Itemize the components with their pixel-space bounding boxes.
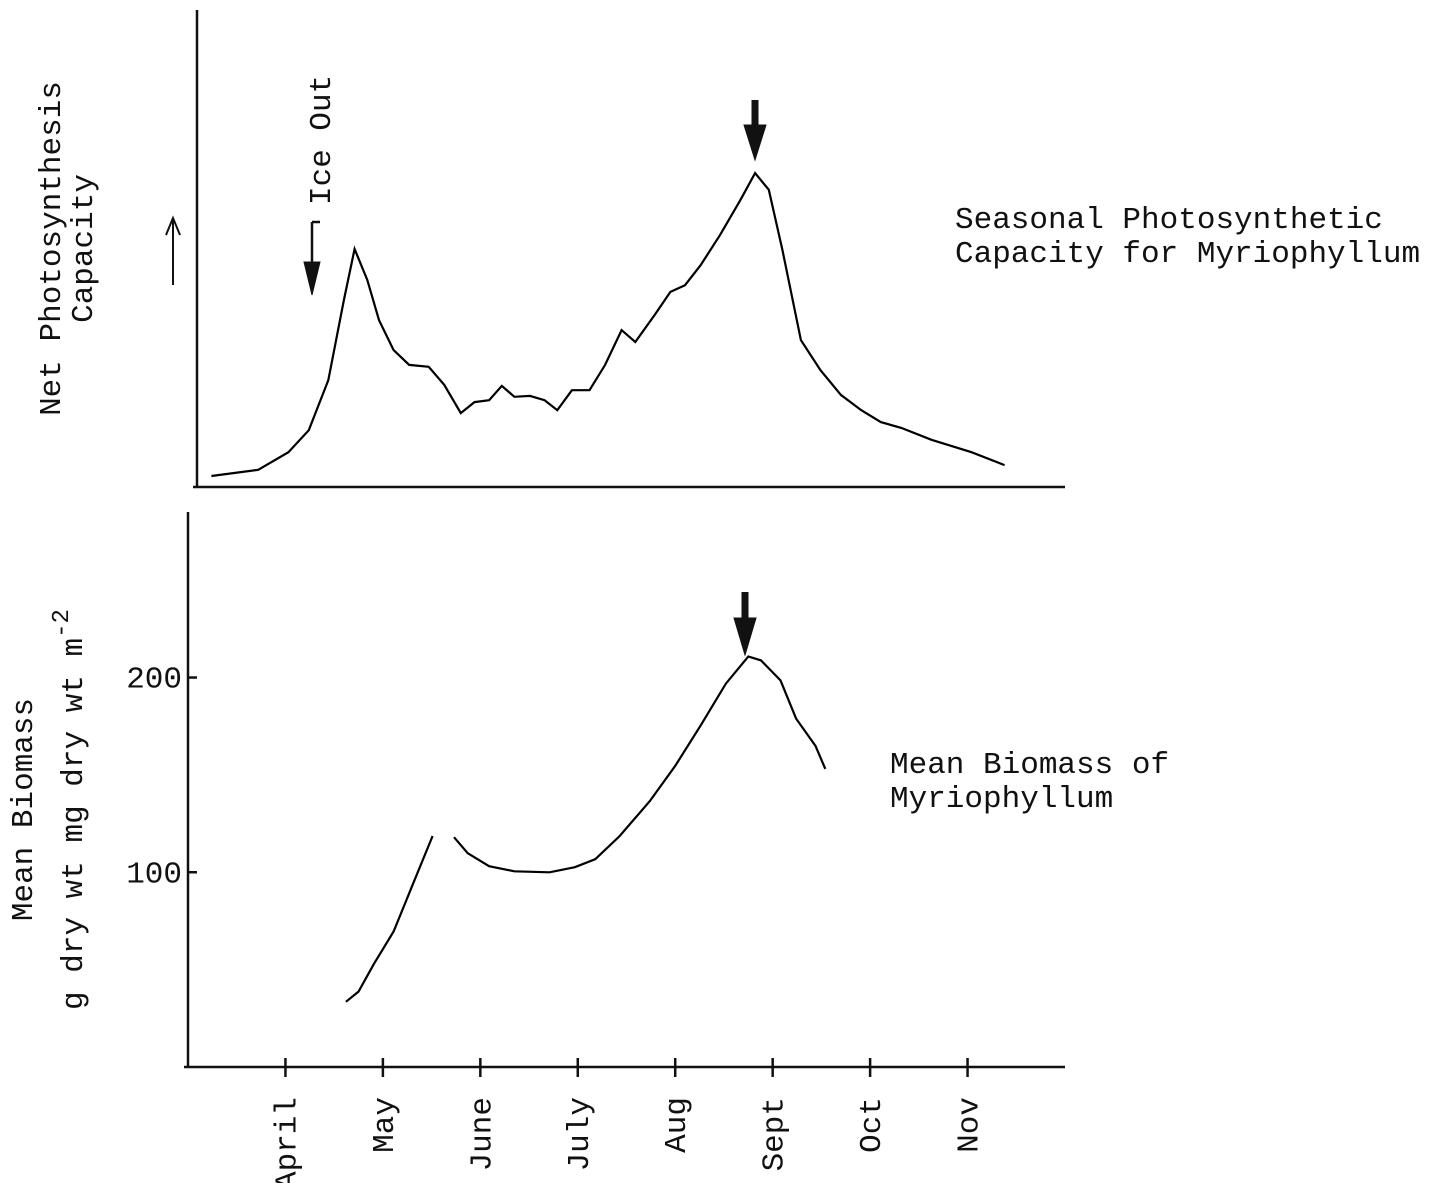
x-tick-label: Oct (855, 1097, 890, 1153)
chart-label: Mean Biomass of (890, 748, 1169, 783)
chart-label: Seasonal Photosynthetic (955, 203, 1383, 238)
data-line (345, 655, 827, 1003)
ice-out-arrow-head (303, 261, 321, 296)
chart-label: Myriophyllum (890, 782, 1113, 817)
peak-arrow-head (743, 124, 767, 162)
decorations (165, 100, 767, 657)
data-line (211, 171, 1005, 478)
y-axis-label: Mean Biomass (7, 698, 42, 921)
annotation: Ice Out (305, 75, 340, 205)
y-axis-label: g dry wt mg dry wt m-2 (49, 609, 92, 1010)
x-tick-label: Aug (660, 1097, 695, 1153)
x-tick-label: Nov (953, 1097, 988, 1153)
y-axis-label-superscript: -2 (49, 609, 76, 638)
y-tick-label: 100 (126, 857, 182, 892)
y-axis-label: Net Photosynthesis (35, 81, 70, 416)
x-tick-label: April (270, 1097, 305, 1183)
y-axis-label: Capacity (67, 174, 102, 323)
x-tick-label: June (465, 1097, 500, 1171)
up-arrow-head (165, 215, 181, 236)
x-tick-label: May (368, 1097, 403, 1153)
peak-arrow-head (733, 617, 757, 657)
x-tick-label: Sept (758, 1097, 793, 1171)
chart-label: Capacity for Myriophyllum (955, 237, 1420, 272)
x-tick-label: July (563, 1097, 598, 1171)
y-axis-label-text: g dry wt m (57, 638, 92, 824)
y-tick-label: 200 (126, 663, 182, 698)
